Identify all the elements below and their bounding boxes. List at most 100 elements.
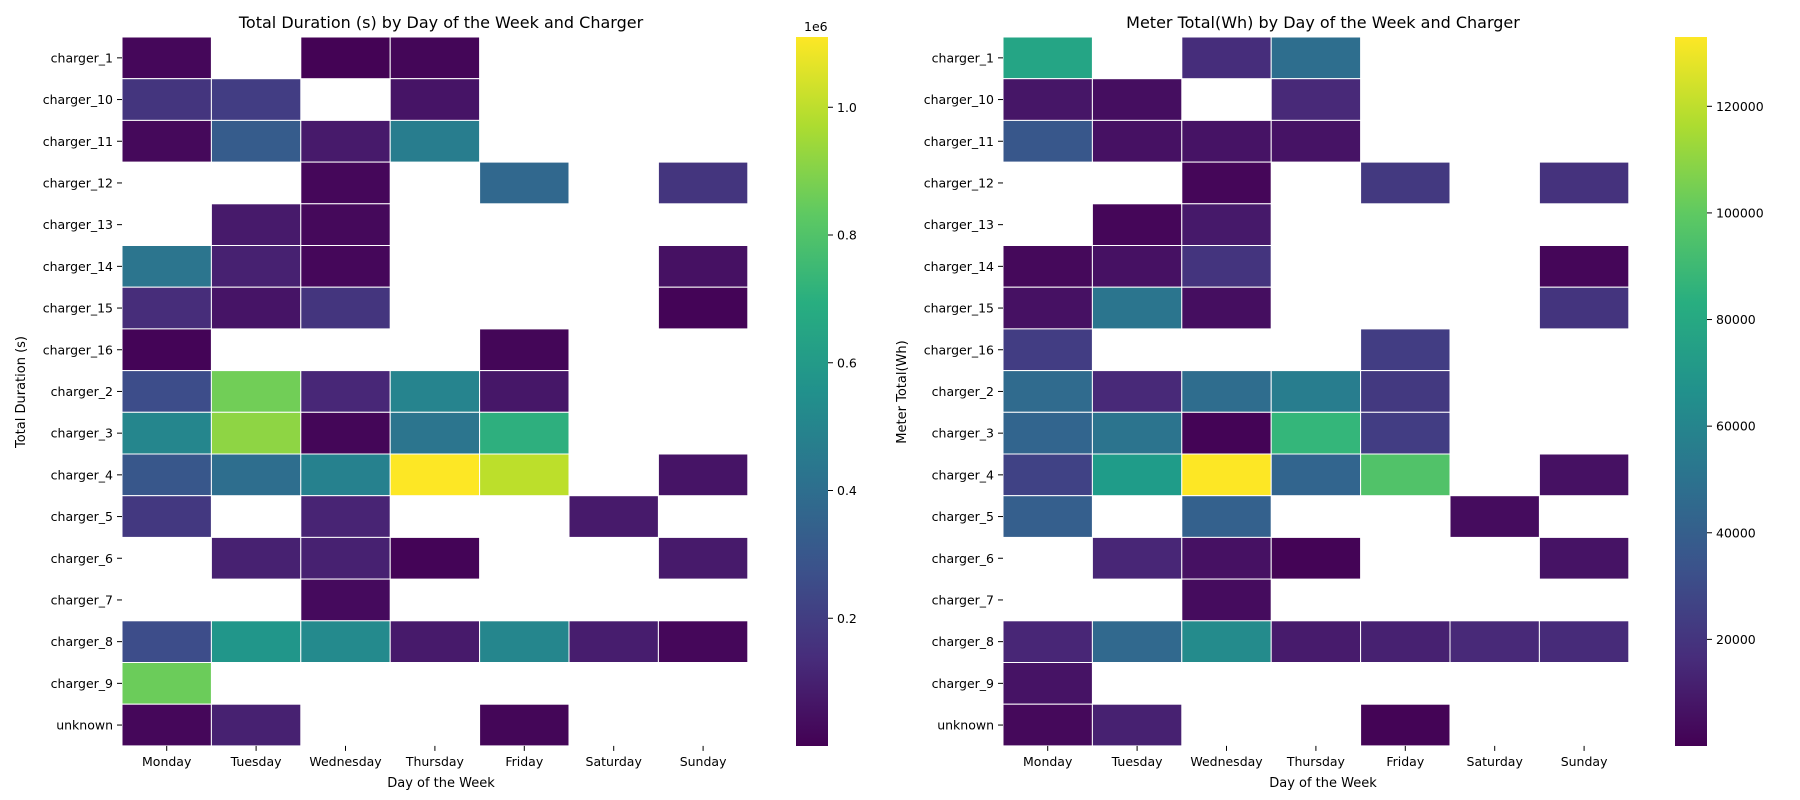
heatmap-cell [1181,245,1272,288]
heatmap-cell [1449,495,1540,538]
heatmap-cell [300,453,391,497]
heatmap-cell [210,203,302,247]
heatmap-cells [121,36,749,747]
chart-title: Meter Total(Wh) by Day of the Week and C… [1126,13,1520,32]
heatmap-cell [1091,536,1183,580]
heatmap-cell [1538,620,1630,663]
heatmap-cell [121,703,212,747]
heatmap-cell [210,245,302,288]
heatmap-cell [1181,453,1272,497]
heatmap-cell [1270,620,1362,663]
y-tick-label: charger_5 [932,509,994,524]
heatmap-cell [121,328,212,372]
heatmap-cell [389,411,481,455]
y-tick-label: unknown [56,718,113,733]
heatmap-cells [1002,36,1630,747]
heatmap-cell [1091,119,1183,163]
y-tick-label: charger_7 [932,592,994,607]
heatmap-cell [479,161,570,205]
heatmap-cell [1270,78,1362,121]
y-tick-label: charger_15 [924,301,994,316]
heatmap-cell [210,78,302,121]
x-tick-label: Tuesday [230,754,282,769]
heatmap-cell [210,536,302,580]
colorbar-tick-label: 0.8 [837,228,857,243]
y-tick-label: charger_1 [932,50,994,65]
heatmap-cell [389,78,481,121]
heatmap-cell [1538,245,1630,288]
heatmap-cell [1538,453,1630,497]
heatmap-cell [1091,411,1183,455]
heatmap-cell [121,245,212,288]
meter-heatmap-chart: Meter Total(Wh) by Day of the Week and C… [895,13,1764,791]
heatmap-cell [389,536,481,580]
x-tick-label: Saturday [1467,754,1524,769]
heatmap-cell [1181,495,1272,538]
y-tick-label: charger_4 [932,467,994,482]
heatmap-cell [657,245,749,288]
heatmap-cell [1360,370,1451,413]
x-tick-label: Tuesday [1111,754,1163,769]
duration-heatmap-chart: Total Duration (s) by Day of the Week an… [14,13,857,791]
heatmap-cell [1002,245,1093,288]
colorbar-tick-label: 0.2 [837,611,857,626]
heatmap-cell [389,119,481,163]
chart-title: Total Duration (s) by Day of the Week an… [238,13,644,32]
heatmap-cell [300,286,391,330]
y-tick-label: charger_8 [51,634,113,649]
heatmap-cell [1538,286,1630,330]
y-tick-label: charger_14 [43,259,113,274]
heatmap-cell [300,370,391,413]
heatmap-cell [1002,370,1093,413]
heatmap-cell [1181,161,1272,205]
y-tick-label: charger_3 [51,426,113,441]
heatmap-cell [1181,286,1272,330]
heatmap-cell [1181,36,1272,80]
heatmap-cell [1181,578,1272,622]
heatmap-cell [210,620,302,663]
heatmap-cell [389,36,481,80]
heatmap-cell [1091,245,1183,288]
y-tick-label: charger_7 [51,592,113,607]
heatmap-cell [300,536,391,580]
heatmap-cell [1091,78,1183,121]
heatmap-cell [1181,119,1272,163]
heatmap-cell [1181,370,1272,413]
colorbar-tick-label: 1.0 [837,100,857,115]
heatmap-cell [1002,620,1093,663]
y-tick-label: charger_16 [924,342,994,357]
heatmap-cell [300,578,391,622]
y-tick-label: charger_9 [932,676,994,691]
heatmap-cell [479,703,570,747]
heatmap-cell [121,78,212,121]
y-tick-label: charger_14 [924,259,994,274]
heatmap-cell [121,662,212,705]
colorbar-offset-text: 1e6 [804,19,828,34]
heatmap-cell [1002,453,1093,497]
heatmap-cell [300,495,391,538]
heatmap-cell [1091,286,1183,330]
y-tick-label: charger_12 [43,175,113,190]
colorbar-tick-label: 80000 [1716,312,1756,327]
y-tick-label: charger_13 [924,217,994,232]
heatmap-cell [210,370,302,413]
heatmap-cell [1449,620,1540,663]
heatmap-cell [1002,286,1093,330]
heatmap-cell [121,620,212,663]
heatmap-cell [1360,161,1451,205]
colorbar-tick-label: 20000 [1716,632,1756,647]
heatmap-cell [479,620,570,663]
y-axis-ticks: charger_1 charger_10 charger_11 charger_12c… [924,50,1003,733]
heatmap-cell [210,453,302,497]
heatmap-cell [657,453,749,497]
y-tick-label: charger_5 [51,509,113,524]
heatmap-cell [479,370,570,413]
heatmap-cell [121,119,212,163]
heatmap-cell [389,370,481,413]
x-tick-label: Wednesday [309,754,382,769]
heatmap-cell [300,620,391,663]
x-axis-label: Day of the Week [1269,776,1377,791]
heatmap-cell [1002,36,1093,80]
heatmap-cell [1360,453,1451,497]
